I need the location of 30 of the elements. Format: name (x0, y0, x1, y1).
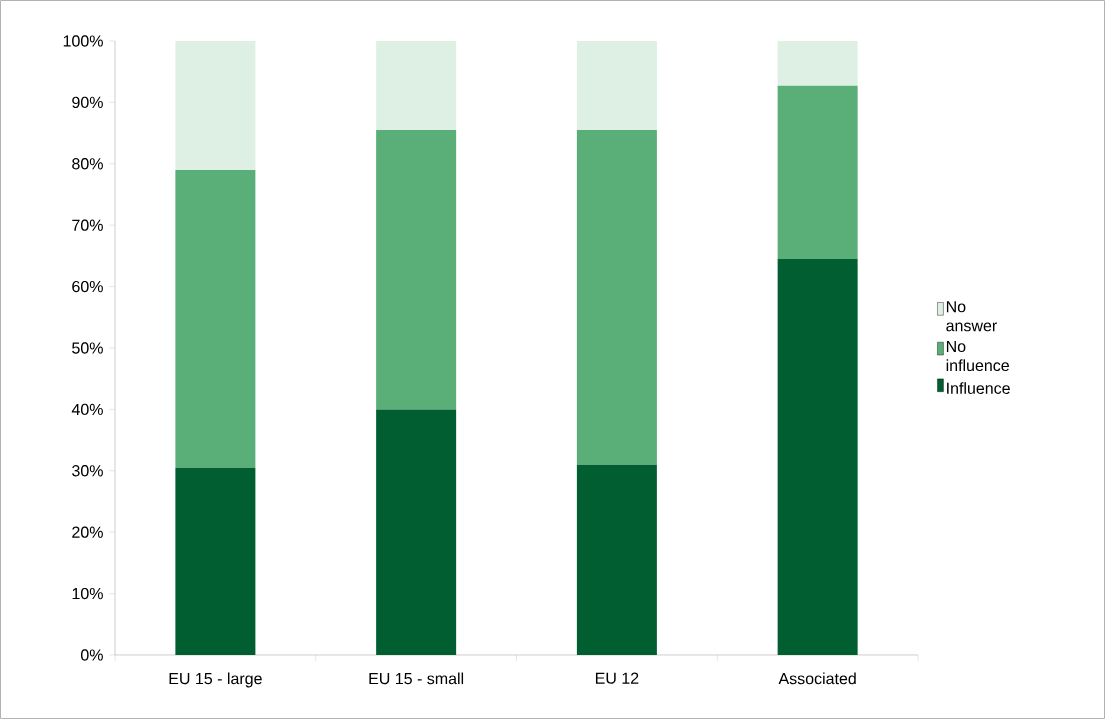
bar (777, 258, 858, 655)
bar (576, 40, 657, 131)
x-tick-label: EU 12 (595, 672, 639, 684)
bar (576, 130, 657, 465)
bar (376, 130, 457, 410)
x-tick-label: EU 15 - small (369, 672, 464, 685)
y-tick-label: 80% (72, 158, 103, 170)
bar (175, 40, 256, 170)
bar (376, 40, 457, 131)
bar (777, 85, 858, 259)
x-tick-label: EU 15 - large (169, 672, 262, 688)
bar (175, 169, 256, 468)
bar (777, 40, 858, 86)
y-tick-label: 70% (72, 219, 103, 231)
y-tick-label: 10% (72, 587, 103, 600)
y-tick-label: 30% (72, 465, 103, 477)
legend-label: No answer (946, 301, 997, 332)
y-tick-label: 20% (72, 526, 103, 538)
bar (576, 464, 657, 655)
x-tick-label: Associated (778, 672, 856, 685)
bar (175, 467, 256, 655)
legend-label: Influence (947, 382, 1010, 394)
y-tick-label: 40% (71, 403, 103, 416)
legend-label: No influence (946, 340, 1009, 372)
y-tick-label: 0% (80, 649, 103, 661)
bar (376, 409, 457, 655)
y-tick-label: 90% (72, 96, 103, 109)
y-tick-label: 50% (72, 342, 103, 354)
y-tick-label: 60% (72, 280, 103, 293)
y-tick-label: 100% (63, 35, 103, 47)
